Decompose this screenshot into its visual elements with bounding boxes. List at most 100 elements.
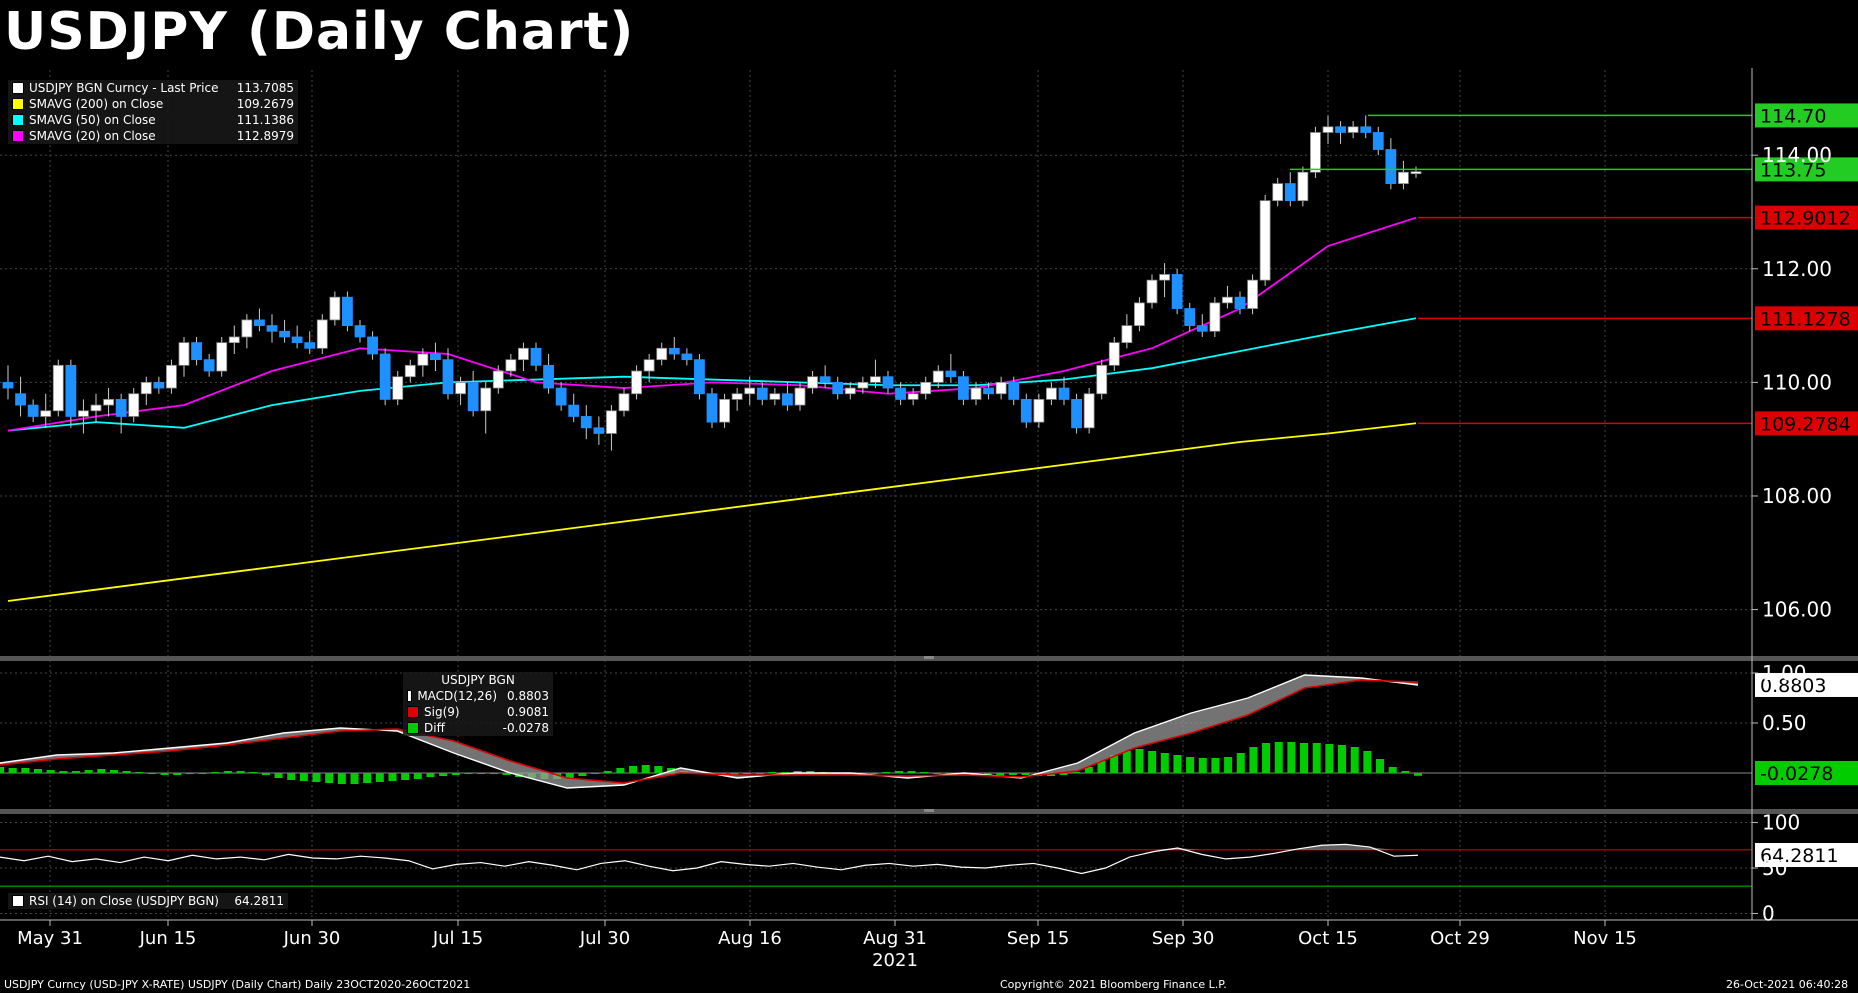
diff-bar [1148,751,1157,773]
legend-entry: MACD(12,26) 0.8803 [403,688,553,704]
y-tick-label: 50 [1762,856,1787,880]
candle-body [995,381,1007,395]
candle-body [1121,325,1133,344]
legend-name: MACD(12,26) [417,689,497,703]
legend-value: 111.1386 [236,113,294,127]
x-tick-label: Oct 15 [1298,928,1358,949]
candle-body [668,347,680,355]
macd-panel: 0.8803 -0.0278 [0,672,1858,789]
candle-body [367,336,378,355]
candle-body [870,376,881,383]
diff-bar [996,773,1005,776]
candle-body [216,342,228,372]
y-tick-label: 1.00 [1762,661,1807,685]
diff-bar [1021,773,1030,775]
diff-bar [1110,755,1119,773]
diff-bar [350,773,359,784]
candle-body [191,342,202,361]
candle-body [90,404,102,412]
diff-bar [337,773,346,784]
candle-body [1209,302,1221,332]
candle-body [945,370,957,378]
legend-swatch [12,114,24,126]
candle-body [643,359,655,372]
diff-bar [654,766,663,773]
price-tag-label: 109.2784 [1760,413,1851,435]
candle-body [505,359,517,372]
x-tick-label: Aug 16 [718,928,782,949]
diff-bar [806,771,815,773]
legend-swatch [407,690,413,702]
candle-body [1020,399,1032,423]
diff-bar [1122,751,1131,773]
price-tag-label: 112.9012 [1760,208,1851,230]
diff-bar [388,773,397,781]
legend-swatch [12,130,24,142]
price-tag [1755,205,1858,230]
candle-body [1335,126,1346,133]
candle-body [178,342,190,366]
diff-bar [477,773,486,774]
price-tag [1755,157,1858,182]
candle-body [731,393,743,400]
x-tick-label: Jul 30 [579,928,630,949]
separator-grip [924,809,934,812]
diff-bar [274,773,283,778]
candle-body [782,393,793,406]
diff-bar [1249,747,1258,773]
price-tag-label: 0.8803 [1760,675,1826,697]
y-tick-label: 100 [1762,811,1800,835]
candle-body [203,359,215,372]
diff-bar [1072,772,1081,773]
candle-body [1008,381,1020,400]
diff-bar [489,773,498,774]
diff-bar [1224,757,1233,773]
price-tag-label: 113.75 [1760,159,1826,181]
price-tag [1755,672,1858,697]
price-tag [1755,306,1858,331]
price-tag [1755,843,1858,868]
legend-swatch [12,98,24,110]
diff-bar [591,773,600,774]
legend-entry: SMAVG (50) on Close 111.1386 [8,112,298,128]
candle-body [1372,132,1384,150]
diff-bar [135,772,144,773]
diff-bar [945,773,954,774]
diff-bar [122,771,131,773]
candle-body [1046,387,1057,400]
candle-body [304,342,316,349]
diff-bar [21,768,30,773]
diff-bar [907,771,916,773]
diff-bar [1008,773,1017,775]
diff-bar [603,771,612,773]
candle-body [1385,149,1397,184]
candle-body [1184,308,1196,326]
candle-body [1347,126,1359,133]
candle-body [115,399,127,417]
legend-value: 0.8803 [507,689,549,703]
axis-group: May 31 Jun 15 Jun 30 Jul 15 Jul 30 Aug 16 Aug … [0,68,1858,971]
diff-bar [287,773,296,780]
diff-bar [426,773,435,777]
diff-bar [1325,744,1334,773]
price-tag [1755,411,1858,436]
x-tick-label: Aug 31 [863,928,927,949]
diff-bar [1186,757,1195,773]
candle-body [1058,387,1070,400]
diff-bar [8,768,17,773]
diff-bar [730,773,739,775]
diff-bar [1084,767,1093,773]
legend-value: 113.7085 [236,81,294,95]
moving-average-line [7,422,1417,602]
candle-body [153,381,165,389]
candle-body [316,319,328,349]
footer-bar: USDJPY Curncy (USD-JPY X-RATE) USDJPY (D… [0,976,1858,993]
diff-bar [84,770,93,773]
candle-body [1134,302,1145,326]
candle-body [1159,274,1170,281]
candle-body [1259,200,1271,281]
candle-body [455,381,466,395]
candle-body [983,387,994,395]
candle-body [631,370,642,395]
candle-body [417,353,429,366]
